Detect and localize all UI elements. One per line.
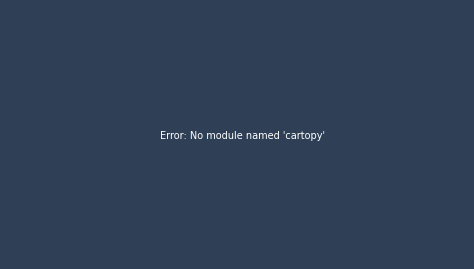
Text: Error: No module named 'cartopy': Error: No module named 'cartopy' — [160, 131, 326, 141]
